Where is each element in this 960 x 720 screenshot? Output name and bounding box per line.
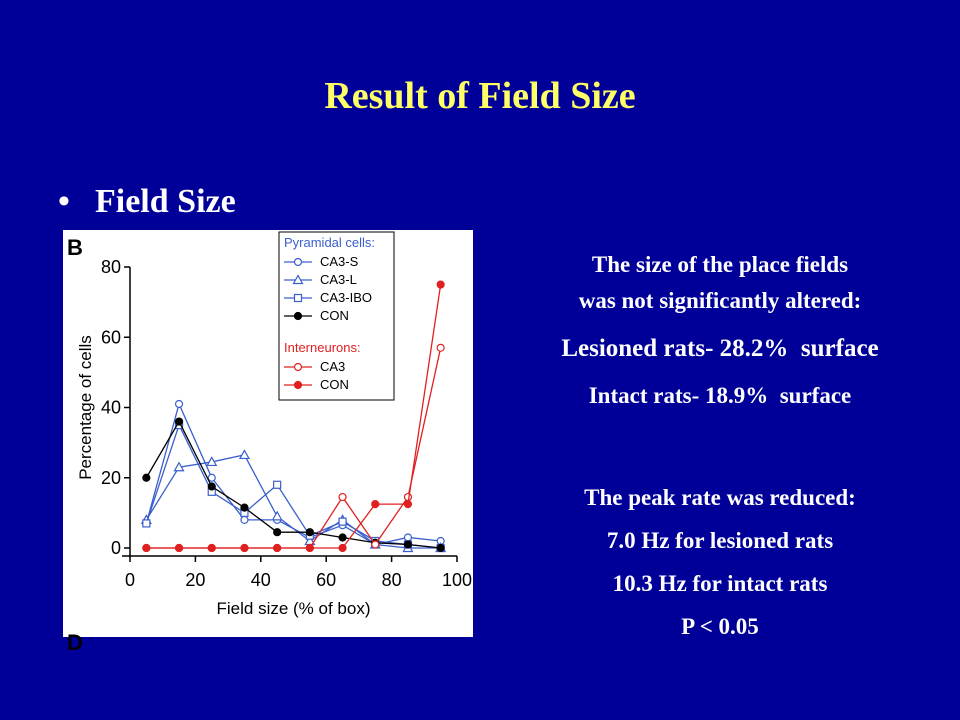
x-tick-label: 40 [251,570,271,590]
marker [293,380,303,390]
marker [174,417,184,426]
marker [338,543,347,553]
panel-label: B [67,235,83,260]
marker [273,528,282,537]
marker [292,274,304,285]
marker [271,510,283,521]
legend-label: CA3 [320,359,345,374]
marker [436,543,445,553]
marker [403,533,413,542]
x-tick-label: 0 [125,570,135,590]
series-line [145,423,441,549]
marker [142,519,151,528]
legend-heading: Pyramidal cells: [284,235,375,250]
text-line: 7.0 Hz for lesioned rats [607,528,833,553]
series-line [146,284,442,549]
x-tick-label: 80 [382,570,402,590]
bullet-text: Field Size [95,183,236,220]
x-tick-label: 100 [442,570,472,590]
marker [273,543,282,553]
marker [403,540,413,549]
legend-label: CA3-IBO [320,290,372,305]
marker [436,280,445,289]
marker [305,528,314,537]
text-line: 10.3 Hz for intact rats [613,571,828,596]
marker [293,311,303,321]
text-block: The size of the place fields was not sign… [561,252,878,639]
text-line: Intact rats- 18.9% surface [589,383,852,408]
legend-label: CA3-L [320,272,357,287]
text-line: The peak rate was reduced: [584,485,856,510]
marker [240,543,249,553]
marker [206,456,218,467]
marker [403,492,413,502]
y-tick-label: 0 [111,538,121,558]
marker [293,257,303,267]
marker [403,499,413,509]
x-axis-label: Field size (% of box) [217,599,371,618]
legend-heading: Interneurons: [284,340,361,355]
marker [173,461,185,472]
series-line [145,420,441,549]
bullet-mark: • [58,183,70,220]
next-panel-label: D [67,630,83,655]
marker [338,492,347,502]
marker [436,343,445,352]
marker [338,533,347,542]
text-line: P < 0.05 [681,614,759,639]
y-tick-label: 40 [101,398,121,418]
marker [305,543,314,553]
x-tick-label: 20 [185,570,205,590]
chart-panel [63,230,473,637]
y-axis-label: Percentage of cells [76,335,95,480]
legend-label: CON [320,308,349,323]
marker [207,482,216,491]
legend-label: CA3-S [320,254,359,269]
y-tick-label: 80 [101,257,121,277]
marker [338,517,347,526]
marker [142,543,151,553]
marker [240,503,249,512]
series-line [145,454,441,549]
text-line: was not significantly altered: [579,288,862,313]
marker [207,543,216,553]
chart: B D 0 20 40 60 80 0 20 40 60 80 100 Field size (% of … [67,231,472,655]
marker [293,362,303,372]
x-tick-label: 60 [316,570,336,590]
marker [371,499,380,509]
marker [174,543,184,553]
marker [273,480,282,489]
marker [207,473,216,482]
marker [293,293,303,303]
marker [371,540,380,549]
slide-title: Result of Field Size [324,75,635,117]
text-line: Lesioned rats- 28.2% surface [561,335,878,362]
y-tick-label: 60 [101,327,121,347]
marker [174,399,184,409]
marker [142,473,151,482]
marker [240,515,249,525]
legend-label: CON [320,377,349,392]
marker [238,449,250,460]
y-tick-label: 20 [101,468,121,488]
text-line: The size of the place fields [592,252,848,277]
